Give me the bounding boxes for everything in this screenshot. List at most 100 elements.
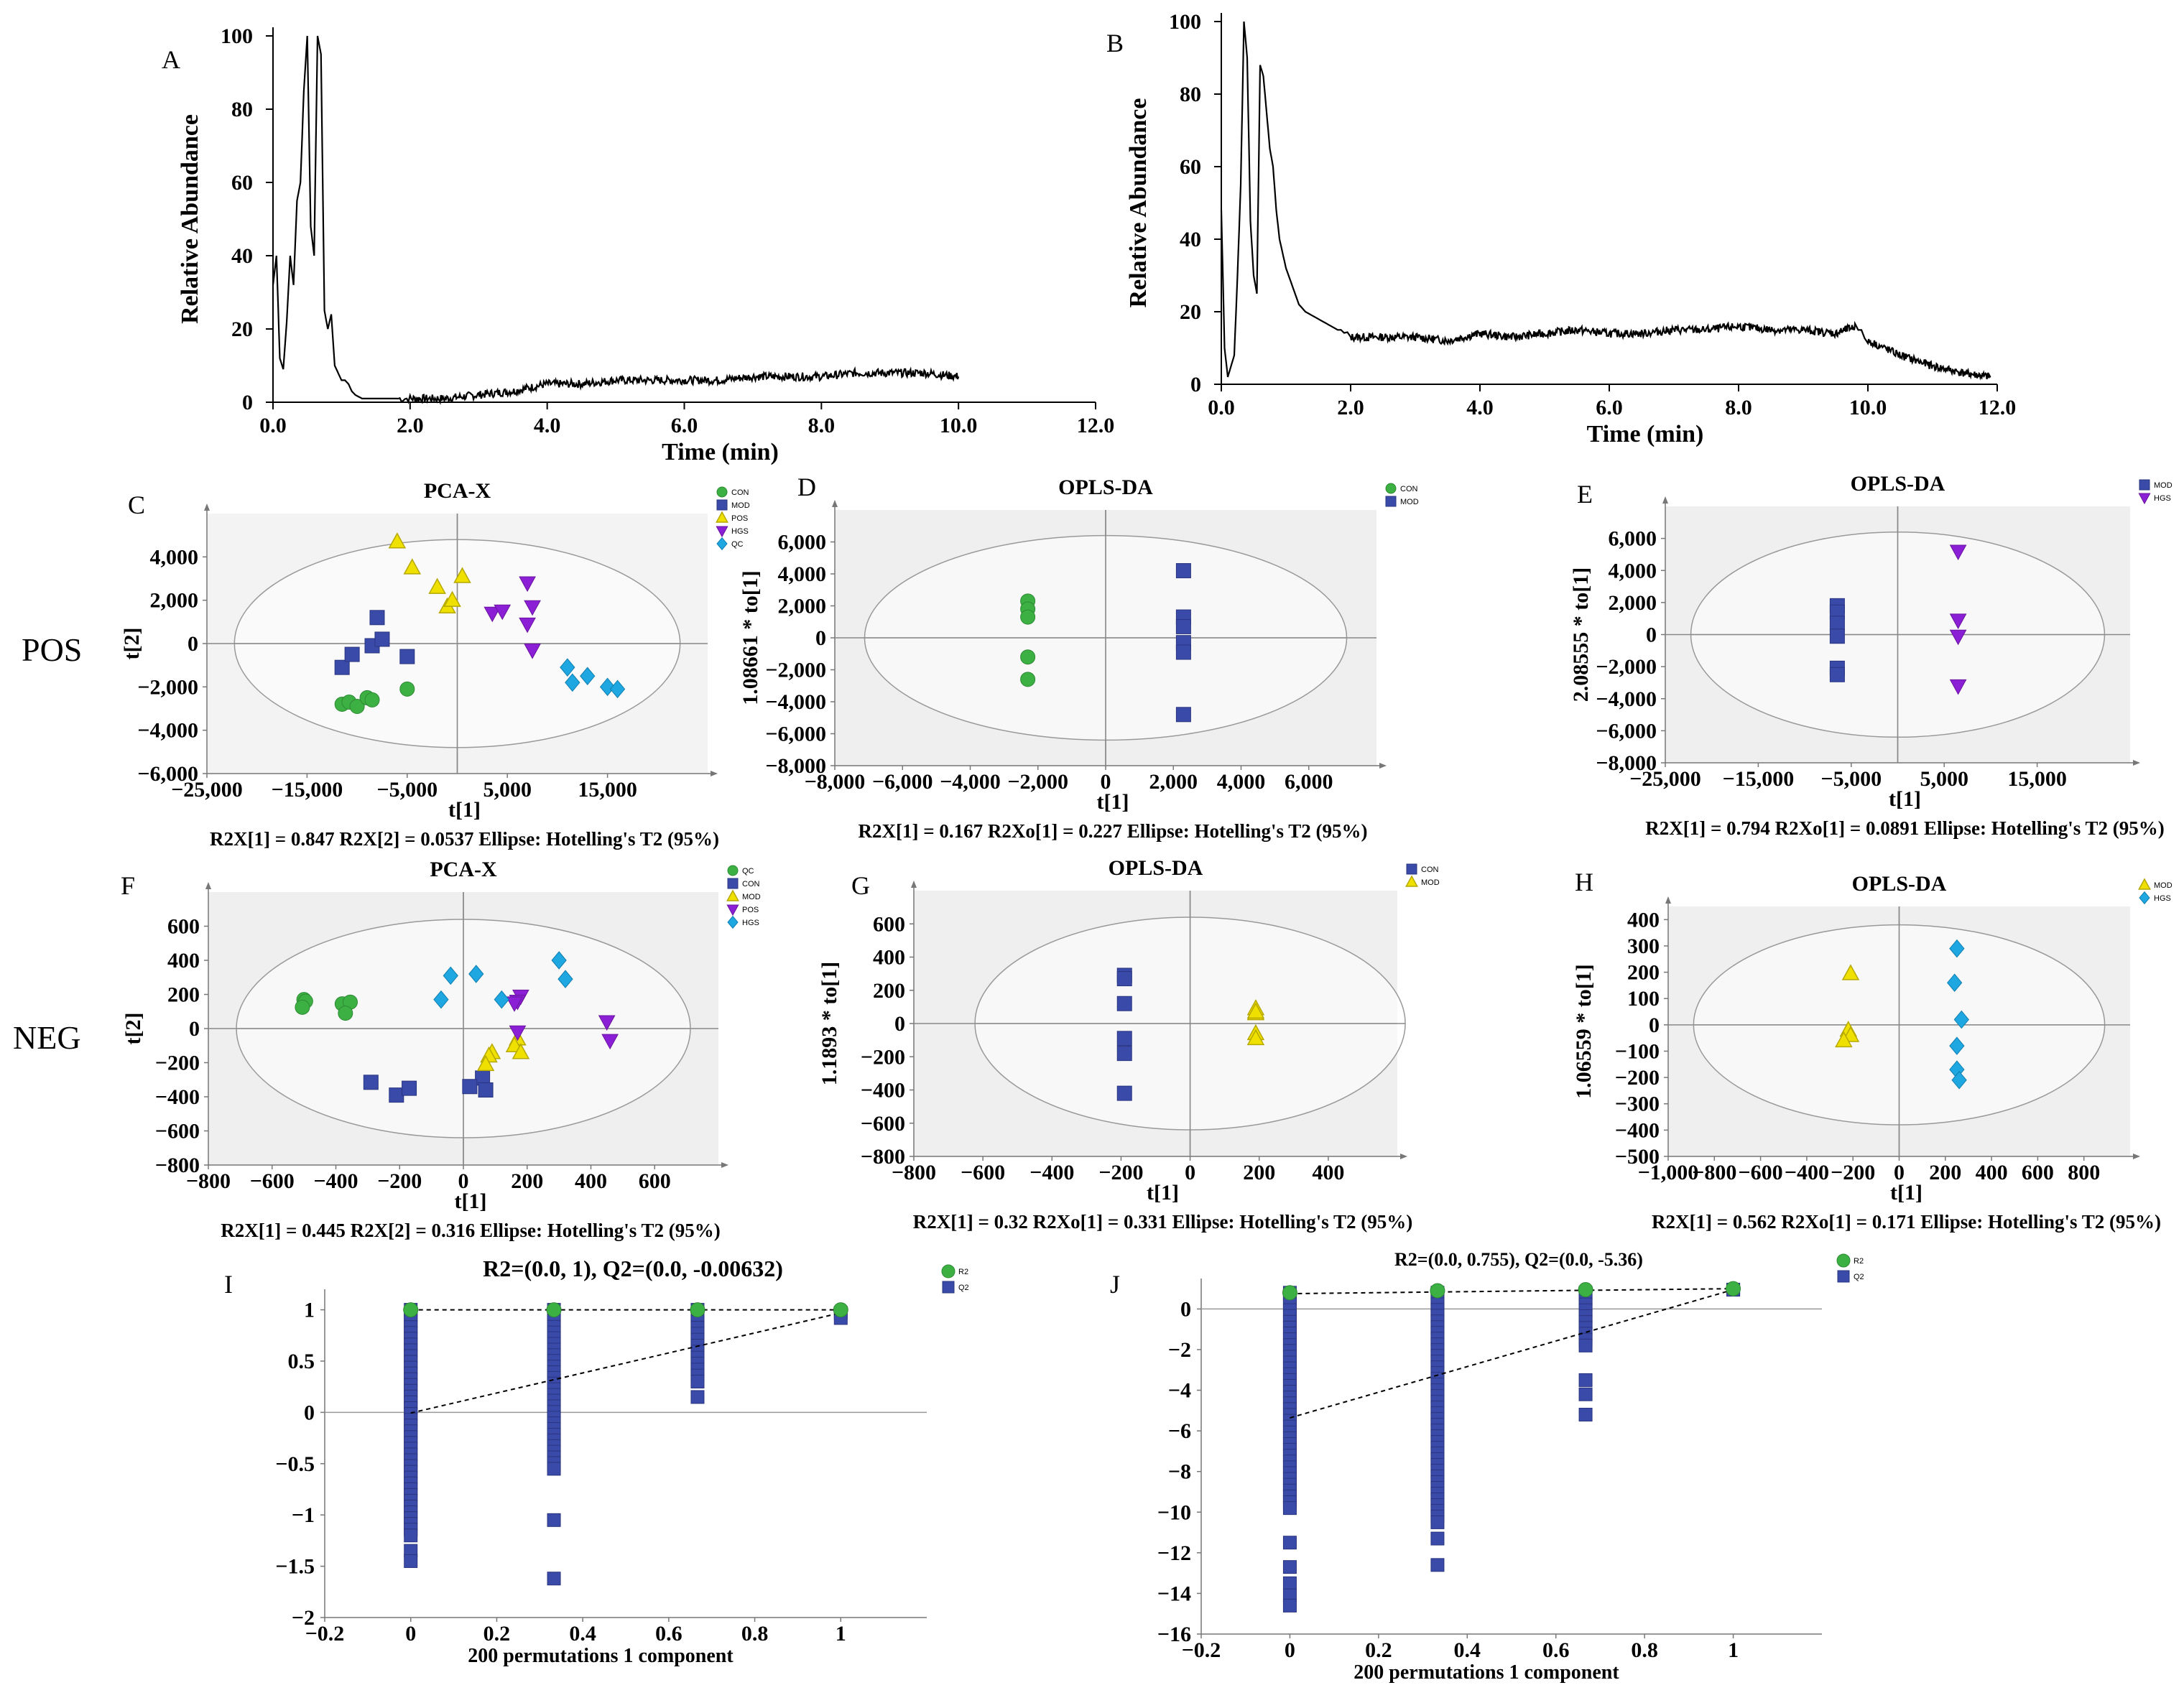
point-qc: [338, 1006, 353, 1021]
y-tick-label: 200: [873, 979, 905, 1003]
point-mod: [512, 1043, 530, 1059]
y-tick-label: 60: [1180, 155, 1201, 179]
x-tick-label: 6.0: [671, 414, 698, 437]
x-tick-label: 0.4: [1454, 1638, 1481, 1662]
point-con: [389, 1087, 404, 1103]
x-tick-label: 0.6: [1542, 1638, 1570, 1662]
point-con: [363, 1075, 379, 1090]
y-tick-label: −8: [1168, 1460, 1191, 1484]
point-mod: [1175, 644, 1191, 660]
y-tick-label: −300: [1615, 1092, 1660, 1116]
r2-point: [1726, 1281, 1741, 1296]
y-tick-label: −4,000: [137, 719, 198, 743]
r2-regression-line: [1290, 1288, 1734, 1295]
panel-H: −1,000−800 −600 −400 −200 0 200 400 600 800−500−…: [1572, 872, 2173, 1233]
legend-label-qc: QC: [731, 540, 744, 549]
panel-J: −0.2 0 0.2 0.4 0.6 0.8 1 −16 −14 −12 −10 −8 −6 −4 −2 0 2…: [1157, 1249, 1864, 1684]
y-tick-label: 200: [167, 983, 200, 1007]
x-tick-label: −6,000: [872, 770, 933, 794]
x-tick-label: 0: [1285, 1638, 1295, 1662]
y-tick-label: −400: [861, 1079, 905, 1103]
q2-regression-line: [410, 1312, 841, 1414]
x-tick-label: 600: [639, 1169, 671, 1193]
legend-label-con: CON: [1400, 485, 1418, 493]
point-qc: [609, 679, 626, 699]
y-axis-label: 1.08661 * to[1]: [739, 570, 762, 705]
y-tick-label: 60: [231, 171, 253, 195]
point-hgs: [483, 606, 501, 623]
plot-title: PCA-X: [430, 858, 497, 881]
y-tick-label: −2: [1168, 1338, 1191, 1362]
point-hgs: [1949, 544, 1967, 561]
panel-letter-D: D: [797, 473, 816, 501]
x-tick-label: −400: [313, 1169, 358, 1193]
legend-label-pos: POS: [742, 906, 759, 914]
legend-marker-mod: [2139, 479, 2150, 491]
x-tick-label: 200: [511, 1169, 543, 1193]
legend-label-con: CON: [742, 880, 760, 888]
legend-label-con: CON: [1421, 866, 1439, 874]
x-tick-label: 0: [458, 1169, 469, 1193]
y-tick-label: −200: [861, 1045, 905, 1069]
y-axis-label: 1.1893 * to[1]: [818, 962, 841, 1085]
point-hgs: [519, 576, 536, 593]
point-hgs: [443, 966, 458, 985]
x-axis-label: 200 permutations 1 component: [1354, 1661, 1619, 1684]
plot-caption: R2X[1] = 0.562 R2Xo[1] = 0.171 Ellipse: …: [1652, 1211, 2161, 1233]
point-mod: [334, 659, 350, 675]
legend-marker-mod: [716, 499, 728, 511]
point-hgs: [1949, 629, 1967, 646]
x-tick-label: 1: [1728, 1638, 1739, 1662]
legend-label-hgs: HGS: [2154, 494, 2171, 503]
y-tick-label: −12: [1157, 1541, 1191, 1565]
q2-point: [547, 1572, 561, 1586]
legend-marker-mod: [2138, 878, 2151, 890]
x-axis-label: t[1]: [1097, 790, 1129, 814]
q2-point: [1282, 1501, 1297, 1516]
x-tick-label: 5,000: [483, 778, 532, 802]
point-con: [402, 1080, 417, 1096]
point-con: [1020, 672, 1036, 687]
panel-letter-G: G: [851, 871, 870, 900]
plot-caption: R2X[1] = 0.32 R2Xo[1] = 0.331 Ellipse: H…: [913, 1211, 1413, 1233]
x-tick-label: 8.0: [1725, 396, 1752, 419]
y-tick-label: 0: [304, 1401, 315, 1424]
point-con: [1020, 649, 1036, 665]
point-mod: [1175, 563, 1191, 579]
point-mod: [1246, 1002, 1265, 1019]
legend-marker-qc: [727, 865, 739, 876]
legend-label-mod: MOD: [2154, 481, 2173, 490]
plot-title: R2=(0.0, 0.755), Q2=(0.0, -5.36): [1394, 1249, 1643, 1270]
x-tick-label: 0.6: [655, 1622, 682, 1646]
y-tick-label: −14: [1157, 1582, 1191, 1605]
point-mod: [1829, 616, 1845, 631]
q2-point: [1430, 1558, 1445, 1572]
chromatogram-trace: [272, 35, 960, 405]
y-tick-label: −600: [155, 1120, 200, 1143]
y-tick-label: 80: [231, 98, 253, 121]
y-tick-label: 0: [1649, 1013, 1660, 1037]
y-tick-label: 100: [1169, 10, 1201, 34]
legend-marker-con: [716, 486, 728, 498]
q2-point: [404, 1528, 418, 1543]
point-con: [478, 1082, 494, 1098]
legend-marker-pos: [716, 511, 728, 523]
point-pos: [388, 532, 407, 549]
legend-marker-q2: [942, 1281, 955, 1294]
x-tick-label: −15,000: [272, 778, 343, 802]
point-pos: [403, 558, 422, 575]
q2-point: [1282, 1536, 1297, 1550]
y-axis-arrow: [1662, 496, 1668, 504]
x-axis-arrow: [721, 1162, 728, 1168]
point-con: [1116, 996, 1132, 1011]
plot-caption: R2X[1] = 0.167 R2Xo[1] = 0.227 Ellipse: …: [858, 820, 1367, 842]
x-tick-label: 400: [1312, 1161, 1344, 1184]
plot-title: OPLS-DA: [1058, 475, 1153, 499]
y-tick-label: 40: [231, 244, 253, 268]
chromatogram-trace: [1220, 21, 1991, 381]
r2-point: [403, 1302, 419, 1318]
point-pos: [509, 1025, 527, 1041]
panel-F: −800 −600 −400 −200 0 200 400 600 −800 −600 −400 −2…: [121, 858, 761, 1241]
x-axis-arrow: [711, 771, 718, 776]
point-mod: [344, 646, 360, 662]
